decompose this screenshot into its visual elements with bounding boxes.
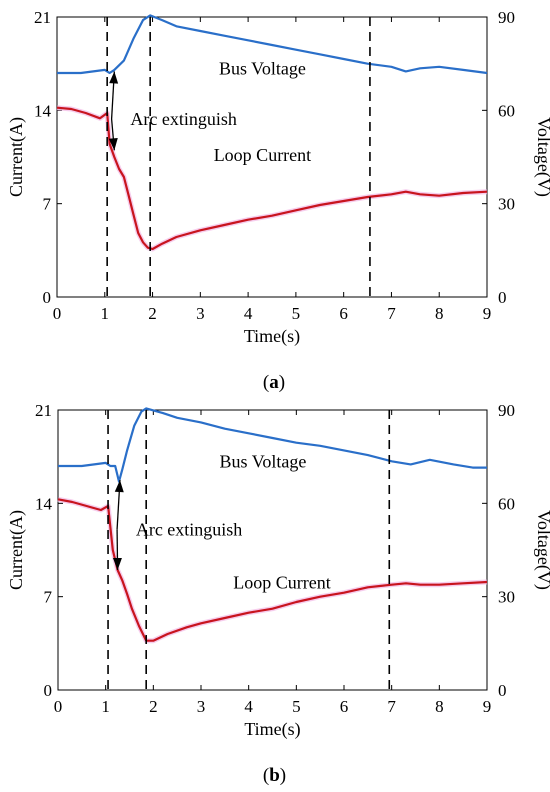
x-tick-label: 2 — [149, 697, 158, 716]
annotation-label: Bus Voltage — [220, 451, 307, 471]
annotation-arrow-head — [108, 137, 118, 151]
y-left-tick-label: 7 — [44, 588, 53, 607]
caption-close-paren: ) — [280, 765, 286, 786]
x-tick-label: 0 — [53, 304, 62, 323]
x-tick-label: 7 — [387, 697, 396, 716]
x-tick-label: 5 — [292, 697, 301, 716]
y-right-tick-label: 0 — [498, 288, 507, 307]
annotation-label: Loop Current — [214, 145, 311, 165]
caption-close-paren: ) — [279, 372, 285, 393]
x-tick-label: 8 — [435, 697, 444, 716]
x-tick-label: 3 — [197, 697, 206, 716]
chart-panel-a: 0 1 2 3 4 5 6 7 8 90714210306090Time(s)Current(A)… — [6, 8, 550, 393]
series-line-bus-voltage — [58, 407, 487, 483]
y-left-axis-label: Current(A) — [6, 510, 27, 590]
x-tick-label: 1 — [101, 697, 110, 716]
annotation-label: Arc extinguish — [130, 109, 236, 129]
y-left-tick-label: 14 — [34, 101, 52, 120]
plot-frame — [56, 16, 488, 298]
annotation-arrow-head — [114, 480, 124, 493]
annotation-arrow-head — [109, 71, 119, 84]
panel-caption: (b) — [263, 765, 286, 786]
caption-open-paren: ( — [263, 765, 269, 786]
y-left-tick-label: 21 — [34, 8, 51, 27]
x-axis-label: Time(s) — [244, 326, 300, 347]
x-tick-label: 3 — [196, 304, 205, 323]
y-right-axis-label: Voltage(V) — [533, 510, 550, 590]
y-right-tick-label: 90 — [498, 8, 515, 27]
y-right-axis-label: Voltage(V) — [533, 117, 550, 197]
x-tick-label: 7 — [387, 304, 396, 323]
annotation-label: Loop Current — [233, 573, 330, 593]
y-right-tick-label: 0 — [498, 681, 507, 700]
y-left-axis-label: Current(A) — [6, 117, 27, 197]
x-tick-label: 4 — [244, 304, 253, 323]
x-tick-label: 4 — [244, 697, 253, 716]
series-line-bus-voltage — [57, 14, 488, 75]
caption-letter: b — [269, 765, 280, 786]
x-tick-label: 9 — [483, 697, 492, 716]
y-left-tick-label: 21 — [35, 401, 52, 420]
y-right-tick-label: 60 — [498, 494, 515, 513]
y-right-tick-label: 90 — [498, 401, 515, 420]
plot-frame — [57, 409, 488, 691]
chart-panel-b: 0 1 2 3 4 5 6 7 8 90714210306090Time(s)Current(A)… — [6, 401, 550, 786]
y-left-tick-label: 0 — [44, 681, 53, 700]
y-right-tick-label: 30 — [498, 195, 515, 214]
annotation-label: Arc extinguish — [136, 519, 242, 539]
annotation-label: Bus Voltage — [219, 58, 306, 78]
x-tick-label: 9 — [483, 304, 492, 323]
caption-letter: a — [269, 372, 279, 393]
x-tick-label: 8 — [435, 304, 444, 323]
series-halo-0-1 — [56, 105, 488, 252]
y-left-tick-label: 14 — [35, 494, 53, 513]
y-left-tick-label: 7 — [43, 195, 52, 214]
x-tick-label: 6 — [339, 304, 348, 323]
x-tick-label: 5 — [292, 304, 301, 323]
series-halo-1-1 — [57, 496, 488, 644]
y-right-tick-label: 60 — [498, 101, 515, 120]
y-left-tick-label: 0 — [43, 288, 52, 307]
x-tick-label: 6 — [340, 697, 349, 716]
series-line-loop-current — [57, 498, 488, 642]
annotation-arrow-head — [112, 557, 122, 570]
panel-caption: (a) — [263, 372, 285, 393]
y-right-tick-label: 30 — [498, 588, 515, 607]
x-tick-label: 2 — [148, 304, 157, 323]
series-line-loop-current — [56, 106, 488, 251]
x-tick-label: 0 — [54, 697, 63, 716]
x-axis-label: Time(s) — [244, 719, 300, 740]
caption-open-paren: ( — [263, 372, 269, 393]
x-tick-label: 1 — [101, 304, 110, 323]
